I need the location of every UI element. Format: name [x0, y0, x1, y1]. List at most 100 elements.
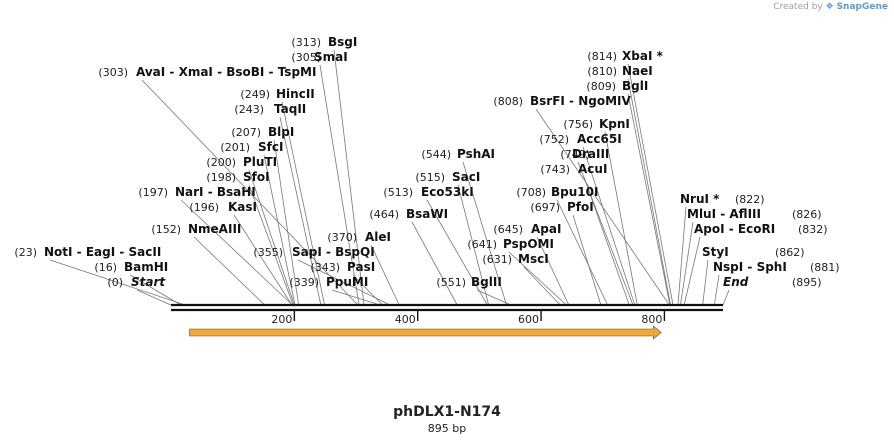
site-label: (339) PpuMI [289, 275, 368, 289]
site-label: (641) PspOMI [467, 237, 554, 251]
site-label: (814) XbaI * [587, 49, 663, 63]
site-enzyme-names: BamHI [124, 260, 168, 274]
site-label: (249) HincII [240, 87, 314, 101]
site-connector [627, 78, 671, 306]
site-connector [248, 169, 295, 306]
site-label: (343) PasI [310, 260, 375, 274]
site-label: (551) BglII [436, 275, 501, 289]
site-label: (808) BsrFI - NgoMIV [493, 94, 631, 108]
site-label: (756) KpnI [563, 117, 630, 131]
site-connector [722, 289, 730, 306]
site-label: NruI * (822) [680, 192, 765, 206]
site-position: (515) [415, 171, 445, 184]
site-connector [604, 131, 638, 306]
site-enzyme-names: Eco53kI [421, 185, 474, 199]
site-enzyme-names: SfoI [243, 170, 270, 184]
site-connector [535, 108, 670, 306]
site-connector [476, 289, 511, 306]
site-label: (152) NmeAIII [151, 222, 241, 236]
site-enzyme-names: ApoI - EcoRI [694, 222, 775, 236]
site-connector [508, 251, 567, 306]
site-connector [713, 274, 720, 306]
site-connector [136, 289, 172, 306]
site-enzyme-names: SfcI [258, 140, 283, 154]
site-connector [572, 214, 602, 306]
site-enzyme-names: KpnI [599, 117, 630, 131]
site-position: (198) [206, 171, 236, 184]
site-connector [462, 161, 507, 306]
site-connector [556, 199, 609, 306]
snapgene-logo-icon: ❖ [825, 2, 834, 12]
site-position: (207) [231, 126, 261, 139]
site-connector [233, 214, 293, 306]
site-label: (370) AleI [327, 230, 391, 244]
site-position: (809) [586, 80, 616, 93]
site-label: MluI - AflIII (826) [687, 207, 822, 221]
site-connector [129, 274, 182, 306]
site-enzyme-names: KasI [228, 200, 257, 214]
site-position: (513) [383, 186, 413, 199]
site-position: (749) [560, 148, 590, 161]
site-enzyme-names: PasI [347, 260, 375, 274]
site-position: (862) [775, 246, 805, 259]
site-enzyme-names: XbaI * [622, 49, 664, 63]
site-connector [141, 79, 359, 306]
site-label: (708) Bpu10I [516, 185, 598, 199]
site-enzyme-names: NruI * [680, 192, 720, 206]
site-enzyme-names: Bpu10I [551, 185, 598, 199]
site-label: (305)SmaI [291, 50, 347, 64]
site-enzyme-names: PluTI [243, 155, 277, 169]
site-position: (313) [291, 36, 321, 49]
site-position: (200) [206, 156, 236, 169]
site-label: (544) PshAI [421, 147, 495, 161]
site-connector [457, 184, 490, 306]
site-label: ApoI - EcoRI (832) [694, 222, 828, 236]
site-label: (23) NotI - EagI - SacII [14, 245, 161, 259]
site-connector [279, 116, 322, 306]
site-connector [677, 206, 687, 306]
site-position: (355) [253, 246, 283, 259]
site-position: (197) [138, 186, 168, 199]
site-connector [248, 184, 294, 306]
site-enzyme-names: End [723, 275, 749, 289]
site-enzyme-names: Acc65I [577, 132, 622, 146]
site-label: (645) ApaI [493, 222, 561, 236]
site-label: (513) Eco53kI [383, 185, 473, 199]
site-label: (196) KasI [189, 200, 257, 214]
site-label: (464) BsaWI [369, 207, 448, 221]
site-connector [627, 93, 671, 306]
site-connector [193, 236, 266, 306]
site-position: (631) [482, 253, 512, 266]
site-enzyme-names: SacI [452, 170, 480, 184]
site-position: (16) [94, 261, 117, 274]
site-enzyme-names: HincII [276, 87, 315, 101]
ruler-tick-label: 200 [271, 313, 292, 326]
site-enzyme-names: TaqII [274, 102, 306, 116]
ruler-tick-label: 600 [518, 313, 539, 326]
site-connector [582, 146, 636, 306]
site-position: (152) [151, 223, 181, 236]
site-enzyme-names: StyI [702, 245, 729, 259]
site-label: (0) Start [107, 275, 166, 289]
site-position: (0) [107, 276, 123, 289]
site-label: (515) SacI [415, 170, 480, 184]
site-label: (197) NarI - BsaHI [138, 185, 255, 199]
site-connector [273, 139, 300, 306]
site-position: (810) [587, 65, 617, 78]
site-connector [702, 259, 709, 306]
site-label: StyI (862) [702, 245, 805, 259]
site-enzyme-names: AvaI - XmaI - BsoBI - TspMI [136, 65, 316, 79]
site-label: (743) AcuI [540, 162, 607, 176]
site-position: (743) [540, 163, 570, 176]
site-label: (809) BglI [586, 79, 648, 93]
site-connector [426, 199, 488, 306]
site-position: (305) [291, 51, 321, 64]
site-label: (16) BamHI [94, 260, 168, 274]
site-enzyme-names: MscI [518, 252, 549, 266]
site-label: (631) MscI [482, 252, 548, 266]
ruler-tick-label: 400 [395, 313, 416, 326]
site-connector [523, 266, 561, 306]
site-connector [627, 63, 674, 306]
site-label: (198) SfoI [206, 170, 269, 184]
site-connector [680, 221, 694, 306]
